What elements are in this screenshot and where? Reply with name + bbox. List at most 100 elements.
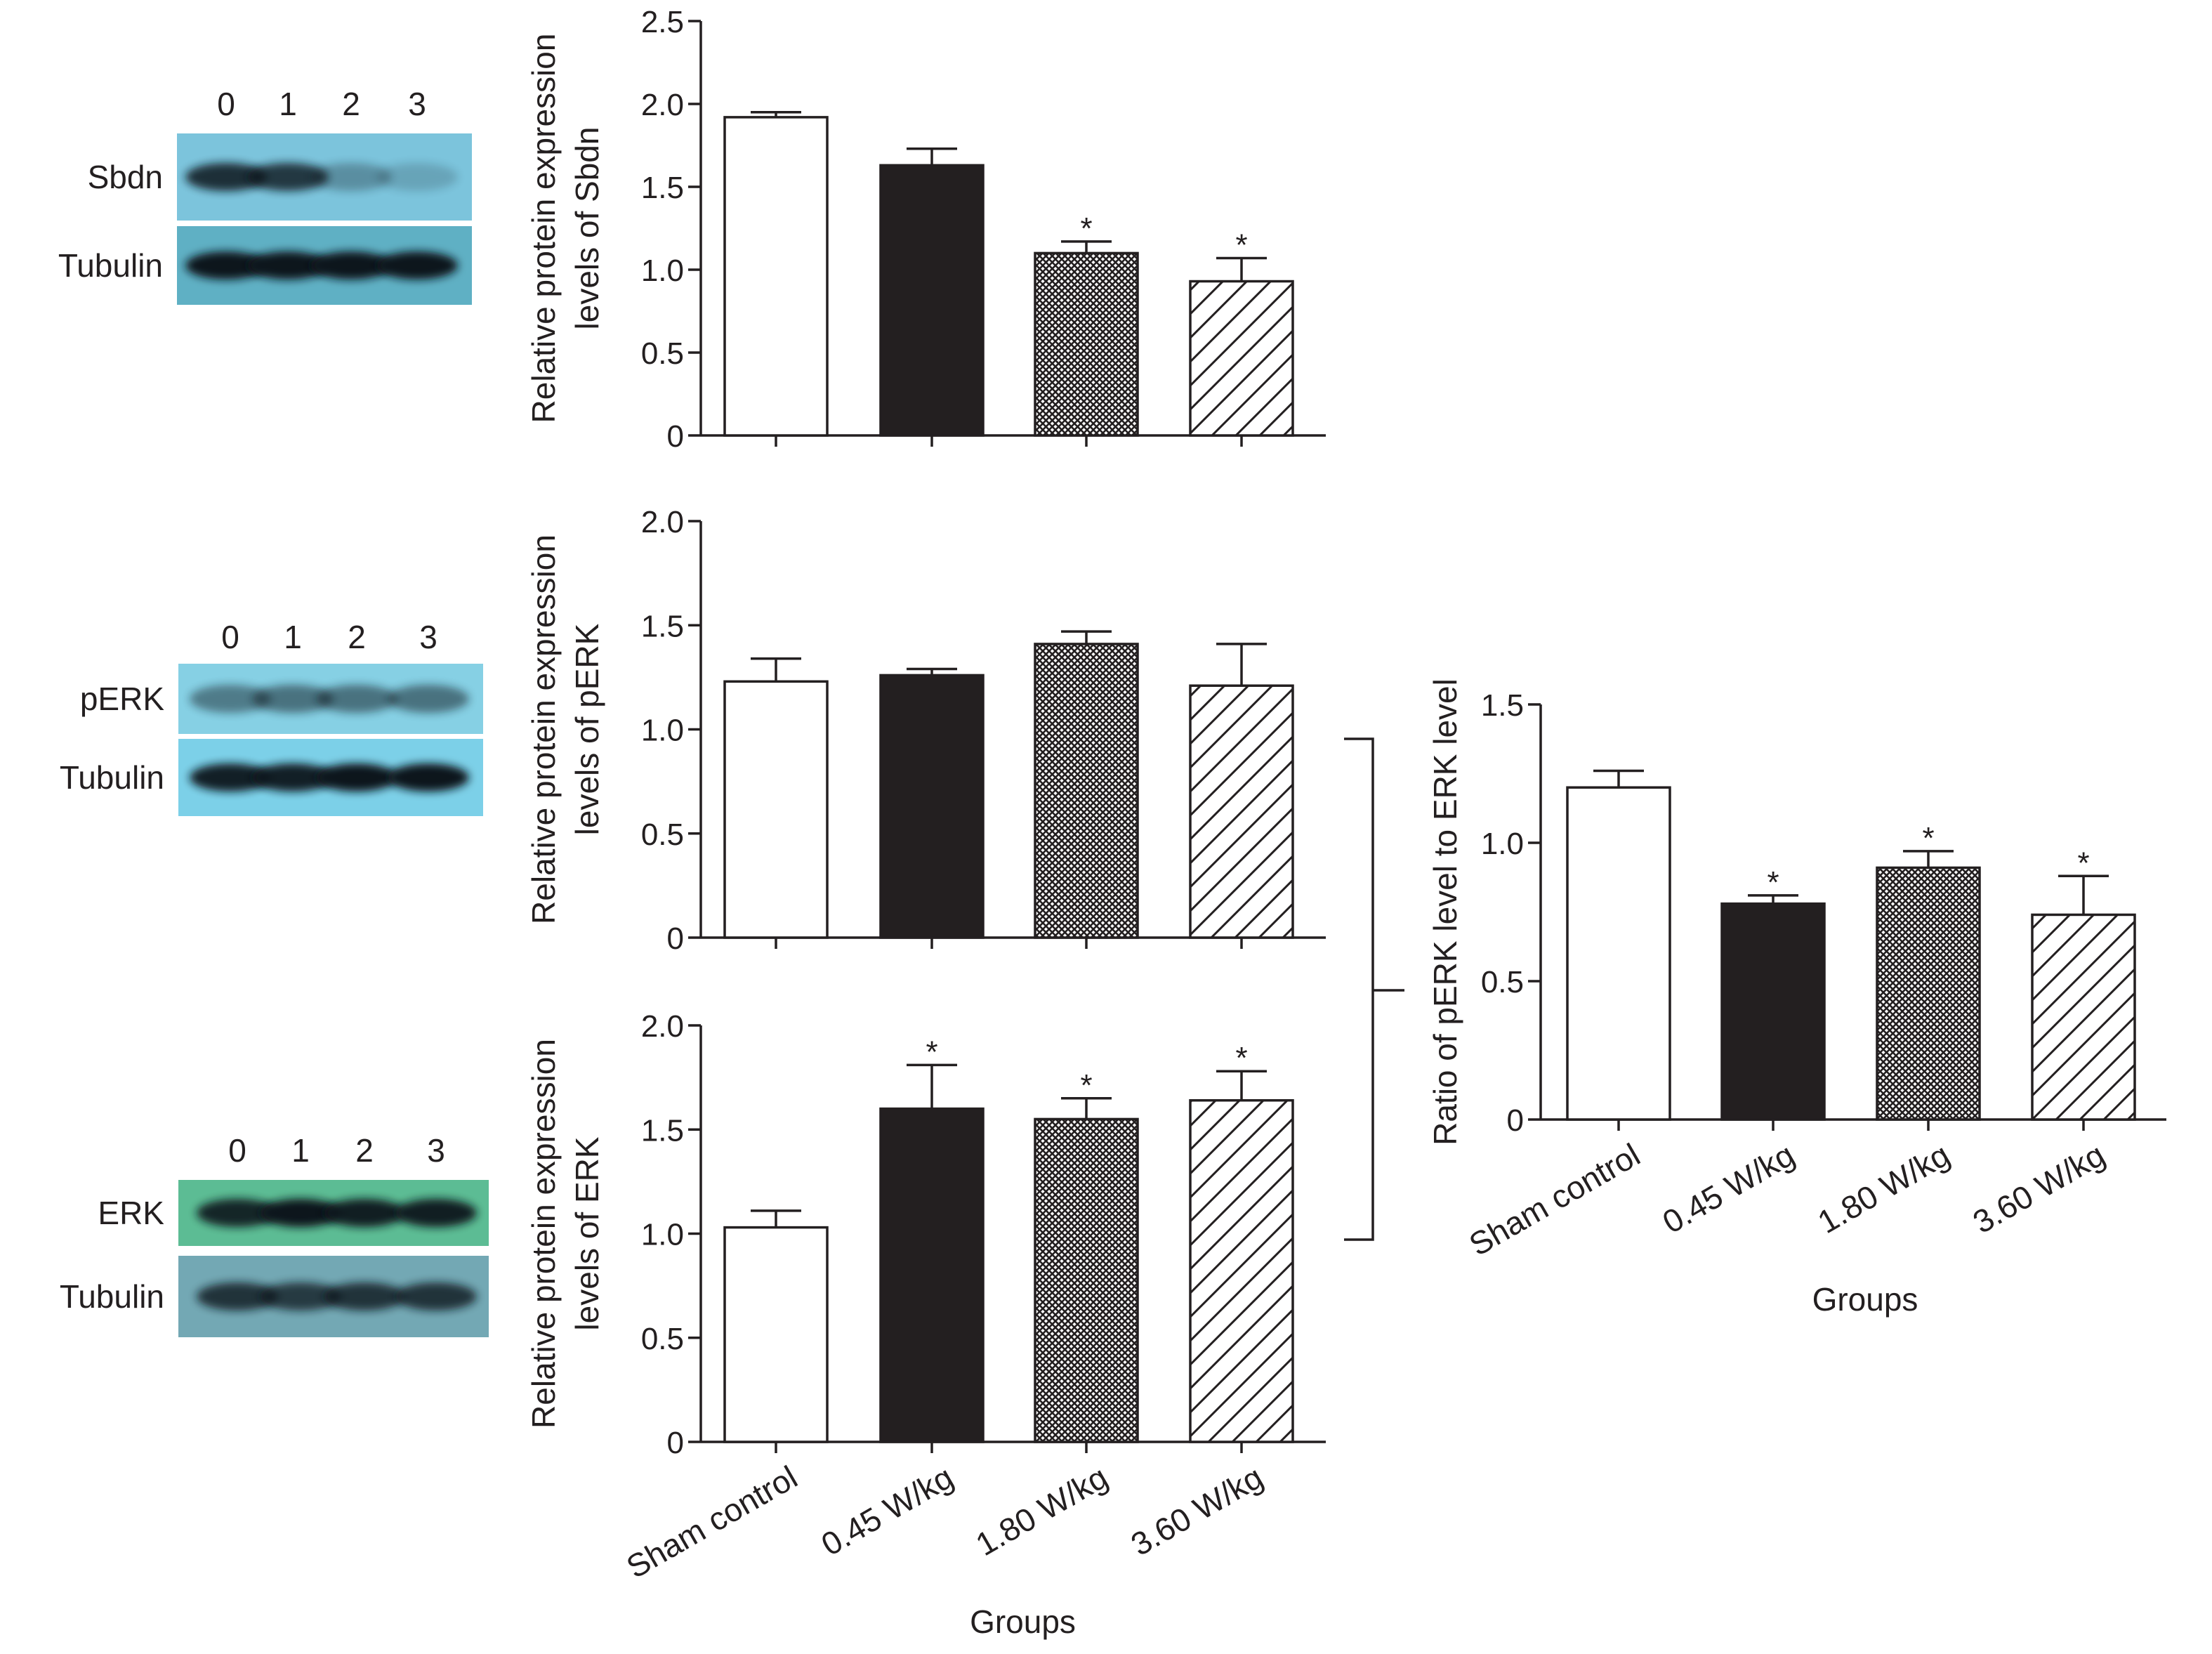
- blot-band: [252, 685, 334, 713]
- y-tick-label: 0: [667, 419, 684, 454]
- significance-marker: *: [1767, 865, 1779, 900]
- y-axis-title: levels of Sbdn: [569, 127, 605, 330]
- blot-row-label: Sbdn: [88, 159, 163, 195]
- chart-sbdn: 0 0.5 1.0 1.5 2.0 2.5 Relative protein express…: [525, 5, 1326, 454]
- lane-label: 3: [419, 619, 437, 655]
- lane-label: 3: [427, 1132, 445, 1169]
- category-label: 0.45 W/kg: [815, 1459, 959, 1563]
- lane-label: 1: [291, 1132, 310, 1169]
- chart-perk-erk-ratio: 0 0.5 1.0 1.5 Ratio of pERK level to ERK lev…: [1427, 678, 2166, 1318]
- blot-row-label: Tubulin: [60, 759, 164, 796]
- y-axis-title: levels of pERK: [569, 623, 605, 835]
- bar: [1034, 1117, 1139, 1443]
- blot-row-label: pERK: [80, 681, 164, 717]
- chart-perk: 0 0.5 1.0 1.5 2.0 Relative protein expression…: [525, 505, 1326, 956]
- y-tick-label: 1.0: [641, 1218, 684, 1252]
- y-tick-label: 1.0: [1481, 827, 1524, 861]
- y-tick-label: 0: [1507, 1103, 1524, 1138]
- lane-label: 2: [342, 86, 360, 122]
- blot-band: [376, 163, 458, 191]
- bar: [1566, 786, 1671, 1121]
- blot-band: [185, 251, 267, 280]
- western-blot-sbdn: 0 1 2 3 Sbdn Tubulin: [58, 86, 472, 305]
- significance-marker: *: [926, 1035, 937, 1069]
- significance-marker: *: [1080, 211, 1092, 246]
- blot-band: [260, 1282, 341, 1311]
- bar: [879, 164, 985, 437]
- bar: [1189, 684, 1294, 939]
- bar: [723, 116, 829, 437]
- blot-band: [395, 1282, 477, 1311]
- y-tick-label: 2.0: [641, 88, 684, 122]
- y-tick-label: 2.0: [641, 1009, 684, 1044]
- blot-row-label: Tubulin: [58, 247, 163, 284]
- y-tick-label: 1.0: [641, 714, 684, 748]
- y-axis-title: levels of ERK: [569, 1136, 605, 1330]
- y-axis-title: Relative protein expression: [525, 1039, 562, 1429]
- blot-band: [247, 163, 329, 191]
- blot-band: [310, 251, 392, 280]
- bar: [2031, 913, 2136, 1121]
- western-blot-perk: 0 1 2 3 pERK Tubulin: [60, 619, 483, 816]
- bar: [723, 680, 829, 939]
- y-tick-label: 0.5: [641, 1322, 684, 1356]
- category-label: 0.45 W/kg: [1657, 1136, 1800, 1241]
- lane-label: 0: [221, 619, 239, 655]
- lane-label: 0: [217, 86, 235, 122]
- significance-marker: *: [1080, 1068, 1092, 1103]
- blot-band: [388, 763, 469, 792]
- y-tick-label: 1.5: [1481, 688, 1524, 723]
- blot-band: [190, 685, 271, 713]
- y-tick-label: 2.0: [641, 505, 684, 539]
- lane-label: 2: [355, 1132, 374, 1169]
- y-axis-title: Ratio of pERK level to ERK level: [1427, 678, 1463, 1146]
- x-axis-title: Groups: [970, 1603, 1076, 1640]
- blot-band: [324, 1282, 405, 1311]
- lane-label: 3: [408, 86, 426, 122]
- significance-marker: *: [1235, 1041, 1247, 1075]
- category-label: 1.80 W/kg: [1812, 1136, 1956, 1241]
- category-label: 3.60 W/kg: [1125, 1459, 1269, 1563]
- category-label: Sham control: [620, 1459, 803, 1586]
- blot-band: [316, 763, 397, 792]
- lane-label: 0: [228, 1132, 246, 1169]
- blot-band: [395, 1199, 477, 1227]
- y-axis-title: Relative protein expression: [525, 34, 562, 424]
- y-tick-label: 0.5: [641, 818, 684, 852]
- blot-band: [316, 685, 397, 713]
- blot-band: [376, 251, 458, 280]
- bar: [723, 1226, 829, 1443]
- bar: [1189, 280, 1294, 437]
- bar: [1720, 902, 1826, 1121]
- western-blot-erk: 0 1 2 3 ERK Tubulin: [60, 1132, 489, 1337]
- blot-band: [190, 763, 271, 792]
- y-tick-label: 1.5: [641, 609, 684, 643]
- category-label: Sham control: [1463, 1136, 1646, 1264]
- lane-label: 1: [284, 619, 302, 655]
- blot-row-label: ERK: [98, 1195, 164, 1231]
- ratio-bracket: [1344, 737, 1404, 1241]
- blot-band: [185, 163, 267, 191]
- blot-row-label: Tubulin: [60, 1278, 164, 1315]
- blot-band: [197, 1199, 278, 1227]
- bar: [1189, 1098, 1294, 1443]
- blot-band: [252, 763, 334, 792]
- y-tick-label: 0: [667, 1426, 684, 1460]
- y-tick-label: 0.5: [1481, 965, 1524, 999]
- blot-band: [324, 1199, 405, 1227]
- category-label: 3.60 W/kg: [1967, 1136, 2111, 1241]
- chart-erk: 0 0.5 1.0 1.5 2.0 Relative protein expression…: [525, 1009, 1326, 1640]
- blot-band: [388, 685, 469, 713]
- blot-band: [310, 163, 392, 191]
- significance-marker: *: [1922, 821, 1934, 855]
- bar: [1876, 866, 1981, 1121]
- blot-band: [247, 251, 329, 280]
- bar: [1034, 643, 1139, 939]
- significance-marker: *: [2077, 846, 2089, 880]
- bar: [879, 674, 985, 939]
- bar: [1034, 251, 1139, 437]
- y-tick-label: 0.5: [641, 336, 684, 371]
- blot-band: [197, 1282, 278, 1311]
- x-axis-title: Groups: [1812, 1281, 1918, 1318]
- blot-band: [260, 1199, 341, 1227]
